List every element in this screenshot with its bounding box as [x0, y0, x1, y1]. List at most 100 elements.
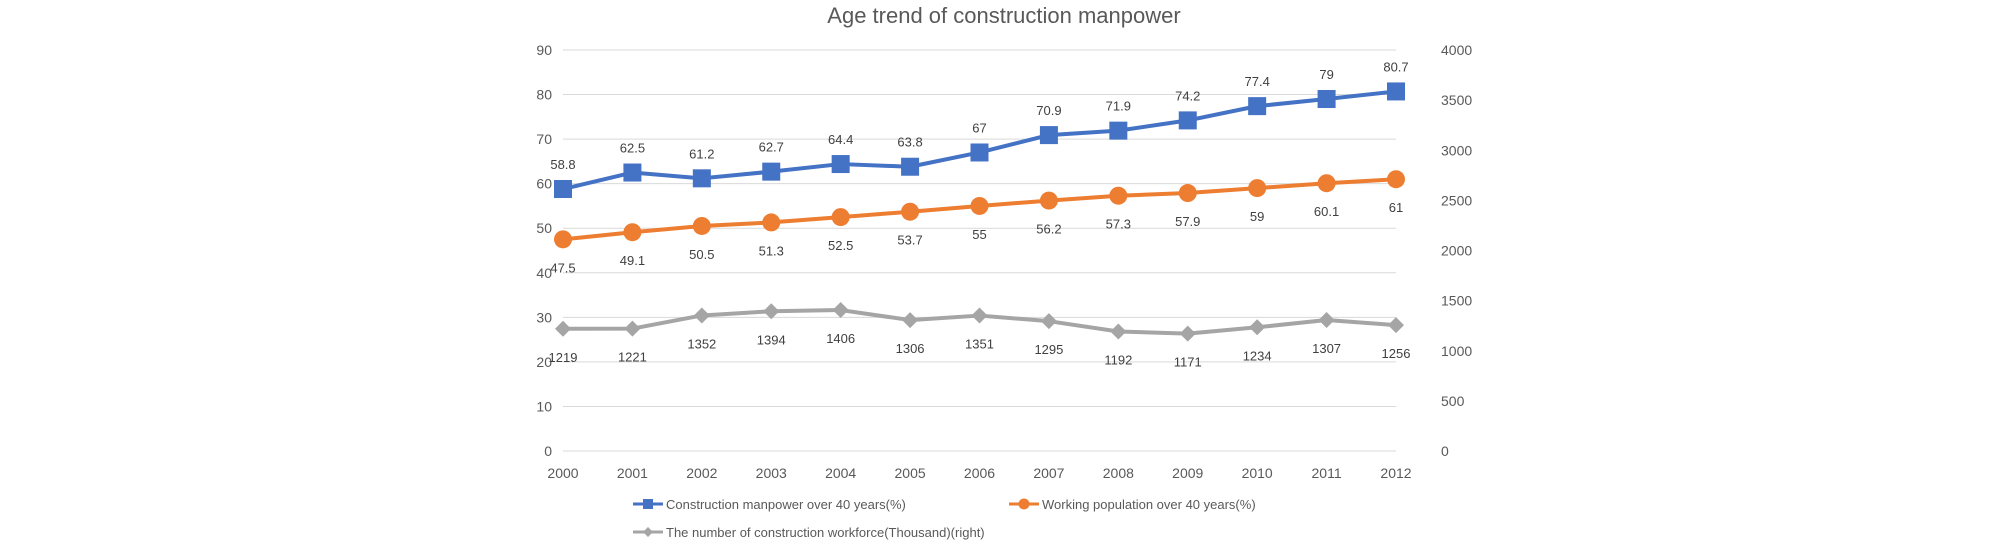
data-point	[1387, 82, 1405, 101]
data-point	[692, 169, 711, 188]
y-right-tick-label: 4000	[1441, 42, 1472, 58]
data-label: 57.3	[1106, 217, 1131, 232]
legend-marker	[643, 499, 653, 509]
data-point	[1318, 311, 1335, 328]
gridlines	[563, 49, 1396, 452]
data-label: 51.3	[759, 243, 784, 258]
legend-label: The number of construction workforce(Tho…	[666, 525, 985, 540]
y-right-tick-label: 500	[1441, 393, 1465, 409]
y-left-tick-label: 60	[536, 176, 552, 192]
data-point	[1317, 90, 1336, 109]
data-point	[832, 302, 849, 319]
x-tick-label: 2005	[895, 465, 926, 481]
data-label: 62.7	[759, 140, 784, 155]
data-point	[555, 320, 571, 337]
data-label: 1171	[1174, 355, 1202, 370]
data-label: 67	[972, 120, 986, 135]
data-label: 55	[972, 227, 986, 242]
data-point	[902, 312, 919, 329]
data-label: 52.5	[828, 238, 853, 253]
data-point	[970, 143, 989, 162]
data-label: 1221	[618, 350, 647, 365]
data-point	[970, 196, 989, 215]
data-label: 50.5	[689, 247, 714, 262]
x-tick-label: 2003	[756, 465, 787, 481]
x-tick-label: 2007	[1033, 465, 1064, 481]
data-label: 1192	[1104, 353, 1132, 368]
x-tick-label: 2004	[825, 465, 856, 481]
x-tick-label: 2012	[1380, 465, 1411, 481]
legend-marker	[643, 527, 653, 537]
data-point	[693, 307, 710, 324]
data-point	[624, 320, 641, 337]
y-left-tick-label: 30	[536, 309, 552, 325]
data-label: 1234	[1243, 348, 1272, 363]
legend-item-1: Construction manpower over 40 years(%)	[633, 497, 906, 512]
data-point	[901, 157, 920, 176]
data-point	[1249, 319, 1266, 336]
x-tick-label: 2001	[617, 465, 648, 481]
x-tick-label: 2009	[1172, 465, 1203, 481]
y-left-tick-label: 40	[536, 265, 552, 281]
data-label: 1306	[896, 341, 925, 356]
data-label: 62.5	[620, 141, 645, 156]
chart-title: Age trend of construction manpower	[827, 3, 1180, 28]
x-tick-label: 2010	[1242, 465, 1273, 481]
data-point	[1179, 325, 1196, 342]
y-right-tick-label: 2500	[1441, 192, 1472, 208]
data-label: 1219	[549, 350, 578, 365]
data-point	[554, 230, 572, 249]
data-point	[1388, 317, 1404, 334]
y-right-tick-label: 3000	[1441, 142, 1472, 158]
data-label: 1351	[965, 337, 994, 352]
y-left-tick-label: 0	[544, 443, 552, 459]
series-line	[562, 89, 1397, 191]
x-tick-label: 2000	[547, 465, 578, 481]
right-axis: 0 500 1000 1500 2000 2500 3000 3500 4000	[1441, 42, 1472, 459]
left-axis: 0 10 20 30 40 50 60 70 80 90	[536, 42, 552, 459]
y-right-tick-label: 0	[1441, 443, 1449, 459]
data-label: 49.1	[620, 253, 645, 268]
y-left-tick-label: 70	[536, 131, 552, 147]
data-label: 60.1	[1314, 204, 1339, 219]
data-point	[831, 208, 850, 227]
legend-label: Working population over 40 years(%)	[1042, 497, 1256, 512]
data-point	[1248, 179, 1267, 198]
data-label: 70.9	[1036, 103, 1061, 118]
y-left-tick-label: 10	[536, 398, 552, 414]
data-label: 1394	[757, 332, 786, 347]
data-point	[623, 223, 642, 242]
data-label: 47.5	[550, 260, 575, 275]
data-label: 1256	[1382, 346, 1411, 361]
data-label: 61.2	[689, 146, 714, 161]
data-label: 1352	[687, 336, 716, 351]
series-layer	[554, 82, 1405, 342]
data-point	[1040, 313, 1057, 330]
data-point	[1178, 184, 1197, 203]
data-label: 58.8	[550, 157, 575, 172]
x-tick-label: 2011	[1312, 465, 1342, 481]
data-point	[762, 162, 781, 181]
data-point	[1387, 170, 1405, 189]
data-point	[623, 163, 642, 182]
data-point	[1248, 97, 1267, 116]
data-point	[763, 303, 780, 320]
data-point	[692, 216, 711, 235]
x-tick-label: 2008	[1103, 465, 1134, 481]
y-left-tick-label: 90	[536, 42, 552, 58]
data-label: 80.7	[1383, 59, 1408, 74]
data-point	[1039, 191, 1058, 210]
data-label: 79	[1319, 67, 1333, 82]
x-tick-label: 2002	[686, 465, 717, 481]
data-point	[554, 180, 572, 199]
data-label: 59	[1250, 209, 1264, 224]
data-label: 1295	[1034, 342, 1063, 357]
y-left-tick-label: 50	[536, 220, 552, 236]
data-label: 53.7	[897, 233, 922, 248]
x-tick-label: 2006	[964, 465, 995, 481]
y-left-tick-label: 20	[536, 354, 552, 370]
data-label: 1307	[1312, 341, 1341, 356]
legend-label: Construction manpower over 40 years(%)	[666, 497, 906, 512]
legend: Construction manpower over 40 years(%) Wo…	[633, 497, 1256, 540]
data-label: 56.2	[1036, 222, 1061, 237]
